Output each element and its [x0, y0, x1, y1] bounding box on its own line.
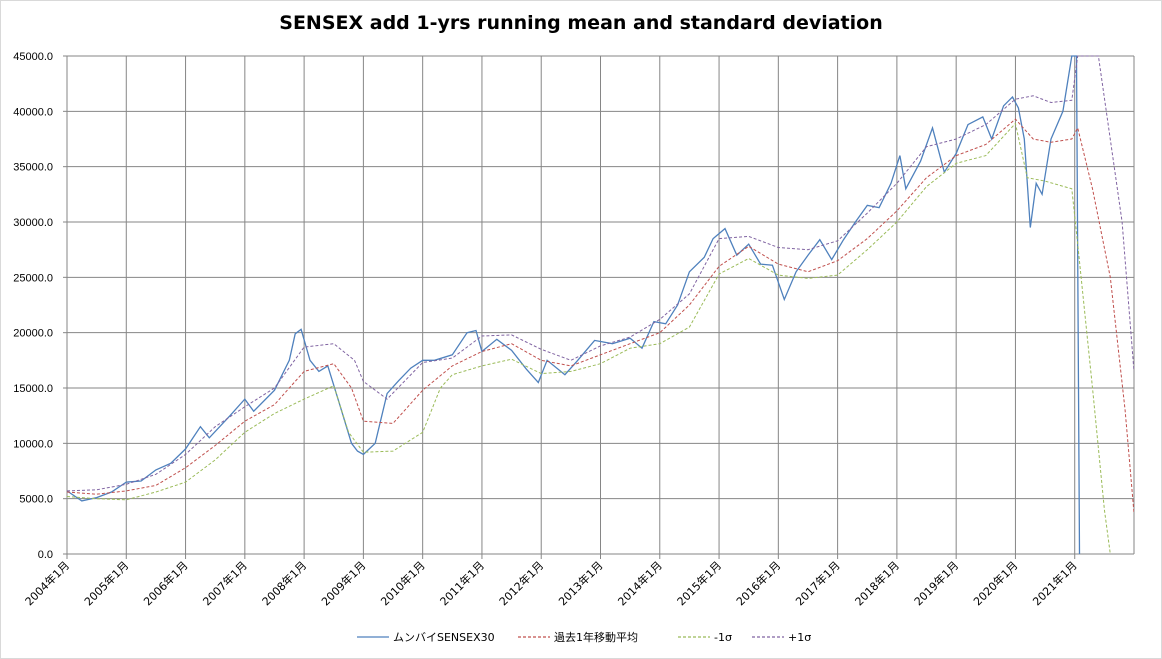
legend-label: 過去1年移動平均 [554, 630, 638, 644]
x-axis-ticks: 2004年1月 2005年1月 2006年1月 2007年1月 2008年1月 2009年… [22, 558, 1080, 608]
x-tick-label: 2013年1月 [555, 558, 605, 608]
grid-lines [66, 55, 1135, 555]
y-tick-label: 10000.0 [13, 438, 53, 450]
x-tick-label: 2007年1月 [200, 558, 250, 608]
axes [63, 55, 1134, 559]
chart-title: SENSEX add 1-yrs running mean and standa… [279, 12, 883, 34]
y-tick-label: 15000.0 [13, 383, 53, 395]
y-tick-label: 35000.0 [13, 162, 53, 174]
x-tick-label: 2012年1月 [496, 558, 546, 608]
x-tick-label: 2016年1月 [733, 558, 783, 608]
y-tick-label: 25000.0 [13, 272, 53, 284]
series-line-moving-average [67, 118, 1134, 514]
y-tick-label: 40000.0 [13, 106, 53, 118]
series-line-minus-1sigma [67, 122, 1111, 554]
x-tick-label: 2010年1月 [378, 558, 428, 608]
x-tick-label: 2005年1月 [81, 558, 131, 608]
x-tick-label: 2017年1月 [793, 558, 843, 608]
x-tick-label: 2018年1月 [852, 558, 902, 608]
series-line-sensex30 [67, 55, 1081, 554]
x-tick-label: 2011年1月 [437, 558, 487, 608]
legend-label: -1σ [714, 631, 732, 644]
x-tick-label: 2014年1月 [615, 558, 665, 608]
x-tick-label: 2020年1月 [970, 558, 1020, 608]
x-tick-label: 2021年1月 [1030, 558, 1080, 608]
y-tick-label: 20000.0 [13, 328, 53, 340]
series-line-plus-1sigma [67, 55, 1134, 492]
x-tick-label: 2015年1月 [674, 558, 724, 608]
x-tick-label: 2006年1月 [140, 558, 190, 608]
x-tick-label: 2009年1月 [318, 558, 368, 608]
legend: ムンバイSENSEX30 過去1年移動平均 -1σ +1σ [357, 630, 811, 644]
x-tick-label: 2008年1月 [259, 558, 309, 608]
plot-area [67, 55, 1134, 554]
y-axis-ticks: 0.0 5000.0 10000.0 15000.0 20000.0 25000.0 300… [13, 51, 53, 561]
y-tick-label: 0.0 [38, 549, 53, 561]
y-tick-label: 45000.0 [13, 51, 53, 63]
legend-label: +1σ [788, 631, 811, 644]
y-tick-label: 5000.0 [19, 494, 53, 506]
x-tick-label: 2004年1月 [22, 558, 72, 608]
y-tick-label: 30000.0 [13, 217, 53, 229]
legend-label: ムンバイSENSEX30 [393, 631, 495, 644]
x-tick-label: 2019年1月 [911, 558, 961, 608]
